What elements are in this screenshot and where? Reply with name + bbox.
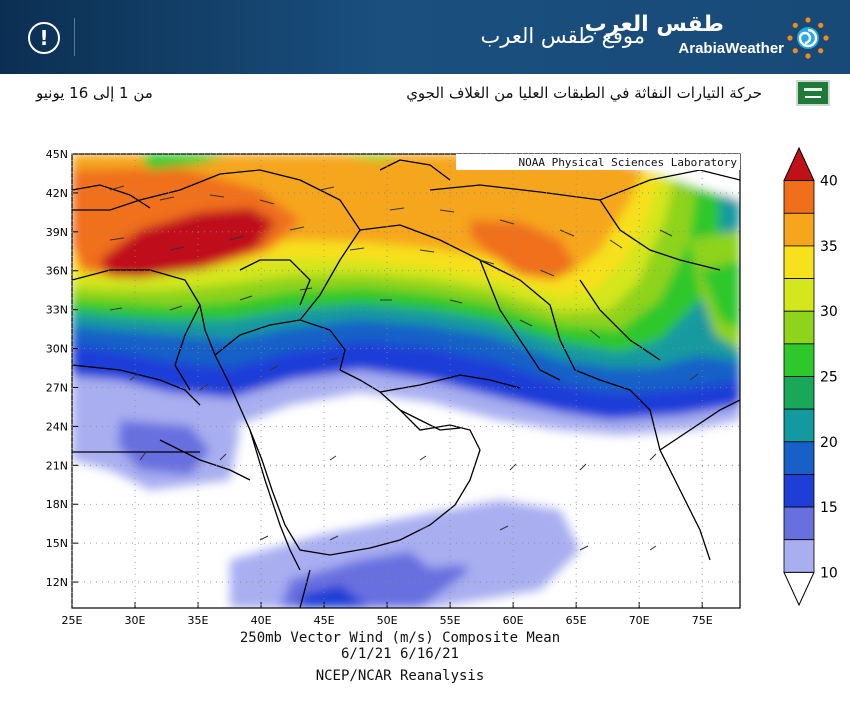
colorbar-segment (783, 212, 815, 247)
wind-speed-shading (72, 154, 740, 608)
sun-swirl-icon[interactable] (786, 16, 830, 60)
colorbar-segment (783, 310, 815, 345)
lon-tick-label: 30E (125, 614, 146, 627)
plot-caption-line2: 6/1/21 6/16/21 (340, 646, 459, 662)
plot-caption-line3: NCEP/NCAR Reanalysis (315, 668, 485, 684)
site-name[interactable]: موقع طقس العرب (480, 24, 646, 48)
map-caption-title: حركة التيارات النفاثة في الطبقات العليا … (406, 84, 762, 102)
colorbar-label: 35 (820, 239, 838, 255)
colorbar-segment (783, 408, 815, 443)
header-divider (74, 18, 75, 56)
date-range-label: من 1 إلى 16 يونيو (36, 84, 153, 102)
colorbar-label: 15 (820, 500, 838, 516)
lon-tick-label: 50E (377, 614, 398, 627)
colorbar-segment (783, 278, 815, 312)
colorbar-label: 30 (820, 304, 838, 320)
lat-tick-label: 45N (46, 148, 68, 161)
lon-tick-label: 65E (566, 614, 587, 627)
lon-tick-label: 40E (251, 614, 272, 627)
lon-tick-label: 70E (629, 614, 650, 627)
site-header: ! موقع طقس العرب طقس العرب ArabiaWeather (0, 0, 850, 74)
lon-tick-label: 60E (503, 614, 524, 627)
lat-tick-label: 36N (46, 265, 68, 278)
lon-tick-label: 45E (314, 614, 335, 627)
jet-stream-map: 45N 42N 39N 36N 33N 30N 27N 24N 21N 18N 15N 12N 25E 3… (46, 146, 838, 627)
lat-tick-label: 15N (46, 537, 68, 550)
caption-row: حركة التيارات النفاثة في الطبقات العليا … (0, 76, 850, 112)
credit-box (456, 154, 740, 170)
colorbar-segment (783, 474, 815, 508)
lon-tick-label: 75E (692, 614, 713, 627)
lat-tick-label: 39N (46, 226, 68, 239)
colorbar-segment (783, 376, 815, 410)
lat-tick-label: 42N (46, 187, 68, 200)
saudi-flag-icon (796, 80, 830, 106)
lat-tick-label: 24N (46, 420, 68, 433)
logo-english-text[interactable]: ArabiaWeather (678, 40, 784, 57)
colorbar-label: 20 (820, 435, 838, 451)
colorbar-segment (783, 343, 815, 377)
lat-tick-label: 33N (46, 304, 68, 317)
data-source-credit: NOAA Physical Sciences Laboratory (518, 156, 737, 169)
map-frame (71, 153, 741, 609)
colorbar-cap-top (783, 146, 815, 182)
colorbar-segment (783, 245, 815, 279)
colorbar-label: 25 (820, 370, 838, 386)
lon-tick-label: 55E (440, 614, 461, 627)
lat-tick-label: 18N (46, 498, 68, 511)
map-axes: 45N 42N 39N 36N 33N 30N 27N 24N 21N 18N 15N 12N 25E 3… (46, 148, 740, 627)
colorbar-label: 10 (820, 565, 838, 581)
plot-caption-line1: 250mb Vector Wind (m/s) Composite Mean (239, 630, 561, 646)
coastline-borders (72, 159, 740, 608)
logo-arabic-text[interactable]: طقس العرب (584, 12, 724, 37)
lat-tick-label: 27N (46, 381, 68, 394)
lat-tick-label: 30N (46, 343, 68, 356)
colorbar-segment (783, 506, 815, 541)
colorbar-segment (783, 441, 815, 475)
lat-tick-label: 21N (46, 459, 68, 472)
colorbar-segment (783, 180, 815, 214)
lon-tick-label: 25E (62, 614, 83, 627)
lon-tick-label: 35E (188, 614, 209, 627)
colorbar-label: 40 (820, 174, 838, 190)
wind-vectors (109, 185, 699, 551)
colorbar-segment (783, 539, 815, 573)
exclamation-circle-icon[interactable]: ! (28, 22, 60, 54)
lat-tick-label: 12N (46, 576, 68, 589)
wind-speed-colorbar: 40 35 30 25 20 15 10 (783, 146, 838, 607)
colorbar-cap-bottom (783, 571, 815, 607)
